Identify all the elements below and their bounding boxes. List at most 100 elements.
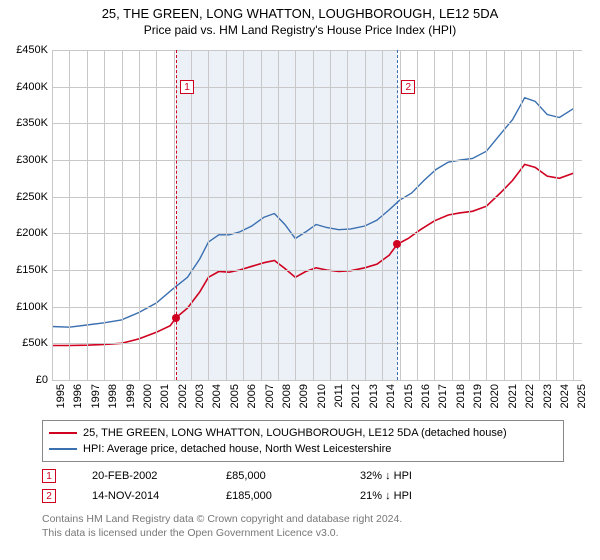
y-axis-label: £250K — [16, 191, 48, 203]
x-axis-label: 2002 — [177, 384, 189, 408]
x-axis-label: 2025 — [576, 384, 588, 408]
x-axis-label: 1998 — [107, 384, 119, 408]
gridline-vertical — [69, 50, 70, 380]
sales-annotation-table: 1 20-FEB-2002 £85,000 32% ↓ HPI 2 14-NOV… — [42, 466, 470, 506]
gridline-vertical — [417, 50, 418, 380]
chart-marker-box: 2 — [401, 80, 415, 94]
y-axis-label: £350K — [16, 117, 48, 129]
x-axis-label: 1996 — [72, 384, 84, 408]
gridline-vertical — [486, 50, 487, 380]
x-axis-label: 2000 — [142, 384, 154, 408]
gridline-vertical — [504, 50, 505, 380]
gridline-vertical — [539, 50, 540, 380]
gridline-horizontal — [52, 233, 582, 234]
gridline-vertical — [295, 50, 296, 380]
legend-swatch — [49, 432, 77, 434]
gridline-vertical — [156, 50, 157, 380]
x-axis-label: 2018 — [455, 384, 467, 408]
annotation-pct: 21% ↓ HPI — [360, 490, 470, 502]
sale-vline — [176, 50, 177, 380]
x-axis-label: 2016 — [420, 384, 432, 408]
y-axis-label: £200K — [16, 227, 48, 239]
x-axis-label: 2013 — [368, 384, 380, 408]
annotation-row: 1 20-FEB-2002 £85,000 32% ↓ HPI — [42, 466, 470, 486]
gridline-vertical — [122, 50, 123, 380]
x-axis-label: 2004 — [211, 384, 223, 408]
legend: 25, THE GREEN, LONG WHATTON, LOUGHBOROUG… — [42, 420, 564, 462]
sale-point-dot — [393, 240, 401, 248]
x-axis-label: 2019 — [472, 384, 484, 408]
gridline-vertical — [330, 50, 331, 380]
license-text: Contains HM Land Registry data © Crown c… — [42, 512, 402, 540]
gridline-vertical — [469, 50, 470, 380]
y-axis-label: £300K — [16, 154, 48, 166]
x-axis-label: 2017 — [437, 384, 449, 408]
gridline-horizontal — [52, 270, 582, 271]
annotation-price: £85,000 — [226, 470, 336, 482]
gridline-vertical — [347, 50, 348, 380]
x-axis-label: 2023 — [542, 384, 554, 408]
x-axis-label: 2021 — [507, 384, 519, 408]
gridline-horizontal — [52, 343, 582, 344]
annotation-price: £185,000 — [226, 490, 336, 502]
legend-label: 25, THE GREEN, LONG WHATTON, LOUGHBOROUG… — [83, 427, 507, 439]
gridline-horizontal — [52, 197, 582, 198]
x-axis-label: 2011 — [333, 384, 345, 408]
gridline-vertical — [400, 50, 401, 380]
x-axis-label: 2007 — [264, 384, 276, 408]
y-axis-label: £450K — [16, 44, 48, 56]
gridline-vertical — [52, 50, 53, 380]
gridline-horizontal — [52, 307, 582, 308]
chart-area: 12 £0£50K£100K£150K£200K£250K£300K£350K£… — [52, 50, 582, 380]
gridline-vertical — [452, 50, 453, 380]
gridline-vertical — [261, 50, 262, 380]
gridline-vertical — [365, 50, 366, 380]
gridline-vertical — [174, 50, 175, 380]
chart-title-block: 25, THE GREEN, LONG WHATTON, LOUGHBOROUG… — [0, 0, 600, 37]
y-axis-label: £400K — [16, 81, 48, 93]
x-axis-label: 2024 — [559, 384, 571, 408]
annotation-row: 2 14-NOV-2014 £185,000 21% ↓ HPI — [42, 486, 470, 506]
gridline-horizontal — [52, 87, 582, 88]
license-line: This data is licensed under the Open Gov… — [42, 526, 402, 540]
x-axis-label: 2014 — [385, 384, 397, 408]
x-axis-label: 2001 — [159, 384, 171, 408]
y-axis-label: £150K — [16, 264, 48, 276]
x-axis-label: 2022 — [524, 384, 536, 408]
x-axis-label: 2006 — [246, 384, 258, 408]
annotation-marker-icon: 2 — [42, 489, 56, 503]
annotation-date: 14-NOV-2014 — [92, 490, 202, 502]
chart-marker-box: 1 — [180, 80, 194, 94]
annotation-marker-icon: 1 — [42, 469, 56, 483]
annotation-date: 20-FEB-2002 — [92, 470, 202, 482]
license-line: Contains HM Land Registry data © Crown c… — [42, 512, 402, 526]
x-axis-label: 1995 — [55, 384, 67, 408]
gridline-horizontal — [52, 123, 582, 124]
x-axis-label: 2020 — [489, 384, 501, 408]
gridline-vertical — [278, 50, 279, 380]
title-line-1: 25, THE GREEN, LONG WHATTON, LOUGHBOROUG… — [0, 6, 600, 21]
x-axis-label: 1997 — [90, 384, 102, 408]
annotation-pct: 32% ↓ HPI — [360, 470, 470, 482]
gridline-horizontal — [52, 380, 582, 381]
x-axis-label: 2009 — [298, 384, 310, 408]
gridline-vertical — [521, 50, 522, 380]
gridline-horizontal — [52, 160, 582, 161]
sale-point-dot — [172, 314, 180, 322]
title-line-2: Price paid vs. HM Land Registry's House … — [0, 23, 600, 37]
gridline-vertical — [104, 50, 105, 380]
x-axis-label: 2015 — [403, 384, 415, 408]
sale-vline — [397, 50, 398, 380]
gridline-vertical — [87, 50, 88, 380]
gridline-vertical — [382, 50, 383, 380]
x-axis-label: 2008 — [281, 384, 293, 408]
legend-label: HPI: Average price, detached house, Nort… — [83, 443, 391, 455]
line-series-svg — [52, 50, 582, 380]
gridline-vertical — [556, 50, 557, 380]
x-axis-label: 1999 — [125, 384, 137, 408]
gridline-vertical — [191, 50, 192, 380]
gridline-vertical — [573, 50, 574, 380]
plot-region: 12 — [52, 50, 582, 380]
x-axis-label: 2012 — [350, 384, 362, 408]
x-axis-label: 2010 — [316, 384, 328, 408]
